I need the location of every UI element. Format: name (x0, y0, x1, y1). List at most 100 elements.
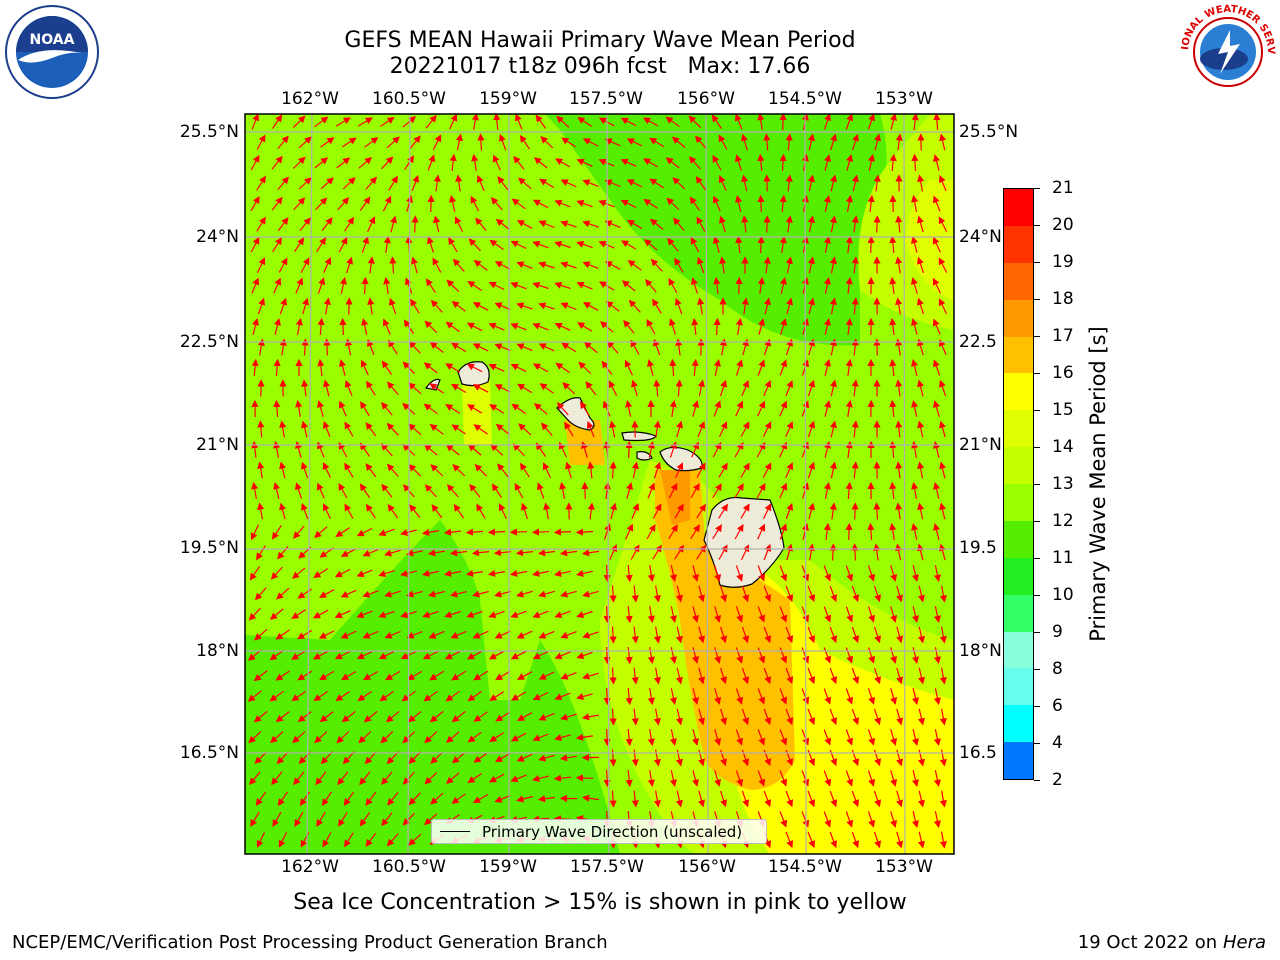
wave-arrow (409, 504, 421, 519)
wave-arrow (675, 379, 683, 397)
wave-arrow (720, 790, 728, 808)
wave-arrow (472, 793, 489, 804)
wave-arrow (933, 565, 941, 582)
wave-arrow (779, 688, 788, 705)
wave-arrow (718, 175, 727, 192)
wave-arrow (367, 216, 376, 232)
wave-arrow (938, 174, 947, 192)
wave-arrow (895, 420, 903, 438)
wave-arrow (582, 138, 599, 147)
wave-arrow (604, 179, 621, 188)
wave-arrow (762, 421, 772, 437)
colorbar-tick-label: 16 (1052, 363, 1074, 383)
wave-arrow (917, 626, 925, 644)
wave-arrow (581, 713, 600, 721)
lat-label-right: 24°N (959, 227, 1002, 247)
wave-arrow (873, 626, 882, 644)
wave-arrow (541, 422, 553, 436)
wave-arrow (511, 403, 526, 415)
wave-arrow (423, 403, 438, 415)
wave-arrow (538, 671, 555, 680)
wave-arrow (342, 177, 356, 190)
wave-arrow (890, 647, 898, 664)
wave-arrow (625, 564, 633, 583)
wave-arrow (807, 831, 816, 849)
wave-arrow (381, 156, 394, 170)
wave-arrow (410, 256, 418, 274)
wave-arrow (647, 729, 655, 747)
wave-arrow (474, 463, 488, 477)
wave-arrow (601, 360, 613, 375)
wave-arrow (895, 543, 903, 561)
colorbar-segment (1004, 705, 1033, 743)
wave-arrow (576, 610, 593, 619)
wave-arrow (445, 731, 460, 743)
wave-arrow (269, 690, 284, 702)
wave-arrow (271, 771, 283, 786)
wave-arrow (410, 298, 420, 314)
wave-arrow (890, 770, 898, 787)
wave-arrow (604, 220, 621, 229)
colorbar-tick-mark (1034, 225, 1040, 226)
wave-arrow (917, 749, 925, 767)
colorbar-segment (1004, 410, 1033, 448)
wave-arrow (488, 650, 505, 660)
wave-arrow (365, 503, 376, 519)
wave-arrow (609, 667, 617, 685)
wave-arrow (378, 650, 395, 660)
wave-arrow (624, 359, 634, 376)
wave-arrow (933, 729, 941, 746)
wave-arrow (845, 317, 853, 335)
wave-arrow (292, 156, 306, 169)
wave-arrow (252, 318, 259, 335)
wave-arrow (807, 543, 815, 561)
wave-arrow (386, 833, 399, 847)
wave-arrow (801, 770, 810, 787)
wave-arrow (422, 569, 439, 577)
wave-arrow (666, 197, 680, 210)
wave-arrow (471, 114, 479, 131)
wave-arrow (829, 379, 837, 397)
wave-arrow (609, 626, 617, 644)
wave-arrow (559, 754, 577, 762)
wave-arrow (451, 342, 467, 353)
wave-arrow (554, 199, 571, 208)
wave-arrow (824, 154, 831, 171)
colorbar-tick-label: 21 (1052, 178, 1074, 198)
wave-arrow (714, 565, 722, 582)
wave-arrow (554, 651, 571, 660)
wave-arrow (409, 135, 421, 150)
wave-arrow (511, 198, 526, 210)
wave-arrow (911, 811, 919, 828)
wave-arrow (256, 134, 266, 150)
wave-arrow (741, 708, 750, 726)
wave-arrow (250, 236, 260, 253)
wave-arrow (932, 400, 940, 417)
wave-arrow (910, 277, 918, 294)
wave-arrow (582, 220, 599, 228)
wave-arrow (277, 217, 289, 232)
wave-arrow (315, 197, 328, 211)
wave-arrow (279, 297, 288, 315)
wave-arrow (256, 545, 266, 561)
wave-arrow (823, 688, 832, 705)
lat-label-left: 16.5°N (179, 743, 239, 763)
wave-arrow (386, 422, 399, 436)
wave-arrow (785, 667, 794, 685)
wave-arrow (673, 217, 685, 231)
wave-arrow (829, 174, 837, 192)
wave-arrow (471, 549, 490, 557)
wave-arrow (735, 729, 744, 746)
wave-arrow (445, 444, 460, 456)
wave-arrow (467, 280, 482, 291)
wave-arrow (852, 133, 860, 151)
wave-arrow (621, 280, 636, 292)
wave-arrow (424, 320, 438, 334)
chart-title: GEFS MEAN Hawaii Primary Wave Mean Perio… (344, 28, 856, 53)
nws-logo: NATIONAL WEATHER SERVICE (1178, 4, 1276, 98)
wave-arrow (582, 179, 599, 187)
wave-arrow (829, 420, 837, 438)
wave-arrow (406, 590, 423, 598)
wave-arrow (317, 358, 325, 376)
wave-arrow (293, 771, 305, 786)
